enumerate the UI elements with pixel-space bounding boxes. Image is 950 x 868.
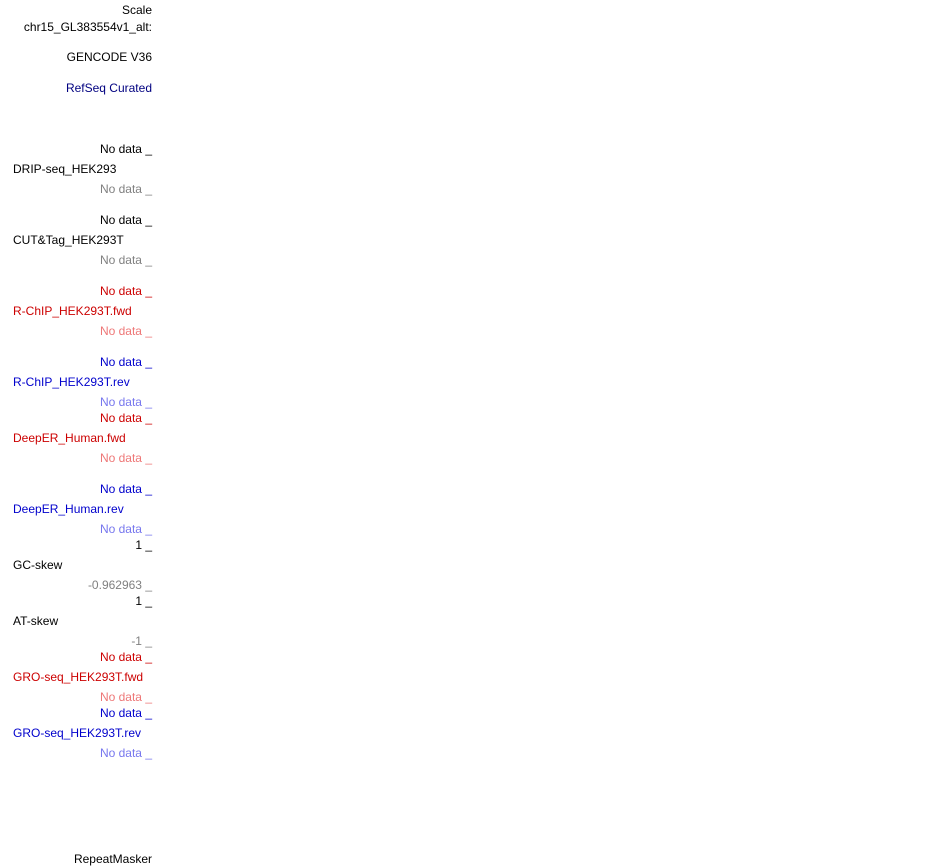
deeper-fwd-top-scale: No data _: [99, 411, 152, 425]
at-skew-bottom-scale: -1 _: [131, 634, 152, 648]
gencode-track-label[interactable]: GENCODE V36: [66, 50, 152, 64]
repeatmasker-track-label[interactable]: RepeatMasker: [73, 852, 152, 866]
gro-fwd-bottom-scale: No data _: [99, 690, 152, 704]
gro-fwd-track-label[interactable]: GRO-seq_HEK293T.fwd: [13, 670, 144, 684]
deeper-rev-top-scale: No data _: [99, 482, 152, 496]
gc-skew-track-label[interactable]: GC-skew: [13, 558, 63, 572]
at-skew-top-scale: 1 _: [135, 594, 152, 608]
refseq-track-label[interactable]: RefSeq Curated: [65, 81, 152, 95]
gro-rev-top-scale: No data _: [99, 706, 152, 720]
rchip-fwd-bottom-scale: No data _: [99, 324, 152, 338]
deeper-rev-track-label[interactable]: DeepER_Human.rev: [13, 502, 124, 516]
rchip-fwd-track-label[interactable]: R-ChIP_HEK293T.fwd: [13, 304, 132, 318]
drip-track-label[interactable]: DRIP-seq_HEK293: [13, 162, 117, 176]
gc-skew-top-scale: 1 _: [135, 538, 152, 552]
drip-top-scale: No data _: [99, 142, 152, 156]
rchip-rev-top-scale: No data _: [99, 355, 152, 369]
gro-rev-track-label[interactable]: GRO-seq_HEK293T.rev: [13, 726, 142, 740]
at-skew-track-label[interactable]: AT-skew: [13, 614, 59, 628]
gro-fwd-top-scale: No data _: [99, 650, 152, 664]
cuttag-track-label[interactable]: CUT&Tag_HEK293T: [13, 233, 124, 247]
cuttag-top-scale: No data _: [99, 213, 152, 227]
chrom-position-label: chr15_GL383554v1_alt:: [23, 20, 152, 34]
deeper-rev-bottom-scale: No data _: [99, 522, 152, 536]
gro-rev-bottom-scale: No data _: [99, 746, 152, 760]
deeper-fwd-track-label[interactable]: DeepER_Human.fwd: [13, 431, 126, 445]
cuttag-bottom-scale: No data _: [99, 253, 152, 267]
gc-skew-bottom-scale: -0.962963 _: [87, 578, 152, 592]
rchip-rev-track-label[interactable]: R-ChIP_HEK293T.rev: [13, 375, 130, 389]
deeper-fwd-bottom-scale: No data _: [99, 451, 152, 465]
rchip-fwd-top-scale: No data _: [99, 284, 152, 298]
drip-bottom-scale: No data _: [99, 182, 152, 196]
rchip-rev-bottom-scale: No data _: [99, 395, 152, 409]
scale-label: Scale: [121, 3, 152, 17]
